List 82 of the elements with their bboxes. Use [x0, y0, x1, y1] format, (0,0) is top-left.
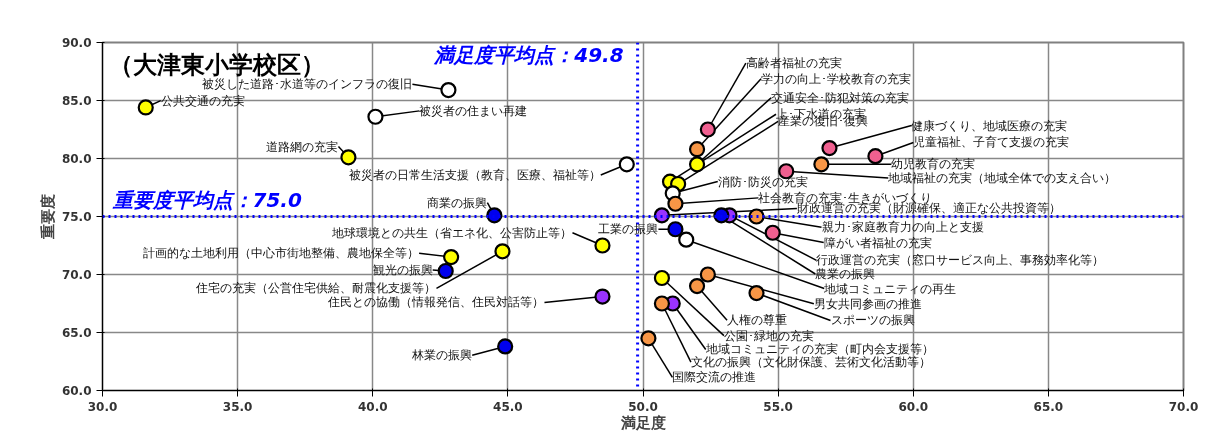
x-tick-label: 60.0: [898, 399, 929, 414]
point: [594, 237, 611, 254]
annotation: 被災した道路･水道等のインフラの復旧: [202, 77, 413, 92]
annotation: 住宅の充実（公営住宅供給、耐震化支援等）: [195, 281, 437, 296]
annotation: 公園･緑地の充実: [723, 328, 814, 343]
x-tick-label: 40.0: [357, 399, 388, 414]
y-tick-label: 75.0: [61, 210, 92, 224]
annotation: 農業の振興: [815, 266, 876, 281]
point: [713, 207, 730, 224]
x-tick-label: 55.0: [763, 399, 793, 414]
x-tick-label: 45.0: [493, 399, 523, 414]
point: [653, 269, 671, 287]
annotation: 地域福祉の充実（地域全体での支え合い）: [887, 171, 1117, 186]
point: [688, 278, 706, 295]
point: [497, 338, 514, 355]
ref-line-label: 満足度平均点：49.8: [433, 42, 624, 67]
x-tick-label: 30.0: [87, 399, 118, 414]
point: [494, 243, 511, 260]
point: [667, 221, 684, 238]
annotation: 人権の尊重: [727, 313, 788, 328]
y-tick-label: 70.0: [61, 268, 92, 282]
point: [867, 148, 884, 165]
annotation: 観光の振興: [372, 263, 433, 278]
point: [813, 156, 830, 173]
point: [640, 330, 657, 347]
x-tick-label: 70.0: [1168, 399, 1199, 414]
annotation: 男女共同参画の推進: [813, 296, 922, 311]
point: [678, 231, 695, 248]
annotation: 健康づくり、地域医療の充実: [911, 118, 1068, 133]
annotation: 高齢者福祉の充実: [745, 56, 842, 71]
point: [688, 141, 706, 158]
point: [443, 249, 460, 266]
y-tick-label: 80.0: [61, 152, 92, 166]
point: [437, 262, 454, 280]
annotation: 障がい者福祉の充実: [823, 235, 932, 250]
annotation: 道路網の充実: [266, 139, 339, 154]
annotation: 地球環境との共生（省エネ化、公害防止等）: [331, 225, 573, 240]
annotation: 計画的な土地利用（中心市街地整備、農地保全等）: [143, 246, 420, 261]
y-tick-label: 90.0: [61, 36, 92, 50]
ref-line-label: 重要度平均点：75.0: [111, 187, 302, 212]
y-tick-label: 65.0: [61, 326, 92, 340]
y-axis-title: 重要度: [38, 194, 57, 240]
annotation: 被災者の日常生活支援（教育、医療、福祉等）: [348, 168, 601, 183]
annotation: 行政運営の充実（窓口サービス向上、事務効率化等）: [816, 253, 1105, 268]
annotation: 住民との協働（情報発信、住民対話等）: [327, 295, 545, 310]
y-tick-label: 85.0: [61, 94, 92, 108]
annotation: 交通安全･防犯対策の充実: [771, 90, 910, 105]
x-tick-label: 35.0: [222, 399, 253, 414]
x-tick-label: 50.0: [628, 399, 658, 414]
point: [821, 139, 838, 157]
annotation: 文化の振興（文化財保護、芸術文化活動等）: [690, 355, 931, 370]
point: [594, 288, 611, 305]
annotation: 親力･家庭教育力の向上と支援: [821, 220, 984, 235]
annotation: 児童福祉、子育て支援の充実: [913, 135, 1070, 150]
annotation: 国際交流の推進: [672, 370, 757, 385]
annotation: 林業の振興: [411, 348, 473, 363]
point: [618, 156, 635, 173]
x-axis-title: 満足度: [619, 413, 666, 432]
annotation: 消防･防災の充実: [717, 174, 808, 189]
point: [699, 266, 716, 283]
y-tick-label: 60.0: [61, 384, 92, 398]
point: [440, 81, 457, 99]
point: [667, 195, 684, 212]
point: [688, 156, 706, 173]
annotation: 幼児教育の充実: [891, 157, 976, 172]
point: [340, 149, 357, 166]
point: [699, 121, 716, 138]
annotation: 商業の振興: [427, 195, 488, 210]
point: [748, 284, 765, 302]
annotation: 被災者の住まい再建: [419, 103, 528, 118]
annotation: 学力の向上･学校教育の充実: [761, 71, 912, 86]
annotation: 地域コミュニティの充実（町内会支援等）: [704, 342, 934, 357]
annotation: 地域コミュニティの再生: [823, 281, 957, 296]
point: [367, 108, 384, 125]
point: [137, 99, 154, 116]
x-tick-label: 65.0: [1033, 399, 1064, 414]
annotation: 工業の振興: [598, 222, 659, 237]
annotation: スポーツの振興: [830, 313, 915, 328]
annotation: 公共交通の充実: [160, 93, 245, 108]
chart-title: （大津東小学校区）: [108, 50, 325, 79]
point: [653, 295, 671, 312]
point: [764, 224, 781, 241]
